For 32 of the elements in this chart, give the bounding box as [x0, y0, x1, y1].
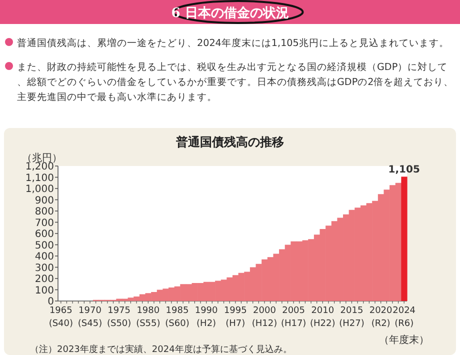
x-tick-label: 1965 (S40) — [48, 306, 73, 329]
text: また、財政の持続可能性を見る上では、税収を生み出す元となる国の経済規模（GDP）に対して、総額でどのぐらいの借金をしているかが重要です。日本の債務残高はGDPの2倍を超えており、主要先進国の中で最も高い水準にあります。 — [17, 61, 454, 103]
x-axis-title: （年度末） — [379, 334, 430, 346]
y-tick-label: 600 — [34, 229, 54, 240]
y-tick-label: 1,200 — [25, 162, 54, 172]
x-tick-label: 2015 (H27) — [339, 306, 364, 329]
y-tick-label: 800 — [34, 206, 54, 218]
y-tick-label: 1,000 — [25, 184, 54, 195]
text: 普通国債残高は、累増の一途をたどり、2024年度末には1,105兆円に上ると見込まれています。 — [17, 37, 449, 49]
y-tick-label: 1,100 — [25, 172, 54, 184]
x-tick-label: 2010 (H22) — [310, 306, 336, 329]
x-tick-label: 2005 (H17) — [280, 306, 306, 329]
y-tick-label: 500 — [34, 240, 54, 252]
y-tick-label: 100 — [34, 285, 54, 296]
x-tick-label: 1975 (S50) — [106, 306, 132, 329]
y-tick-label: 400 — [34, 252, 54, 262]
chart-subtitle: 普通国債残高の推移 — [175, 135, 284, 149]
x-tick-label: 2000 (H12) — [252, 306, 278, 329]
x-tick-label: 1995 (H7) — [224, 306, 247, 329]
text: （注）2023年度までは実績、2024年度は予算に基づく見込み。 — [30, 344, 292, 355]
x-tick-label: 1980 (S55) — [136, 306, 160, 329]
x-tick-label: 1990 (H2) — [194, 306, 218, 329]
y-tick-label: 0 — [48, 296, 54, 308]
y-tick-label: 700 — [34, 218, 54, 229]
x-tick-label: 2024 (R6) — [392, 306, 416, 329]
y-tick-label: 300 — [34, 262, 54, 274]
y-tick-label: 900 — [34, 195, 54, 206]
x-tick-label: 1970 (S45) — [78, 306, 102, 329]
y-tick-label: 200 — [34, 274, 54, 285]
data-label: 1,105 — [388, 164, 420, 176]
x-tick-label: 2020 (R2) — [369, 306, 393, 329]
x-tick-label: 1985 (S60) — [165, 306, 190, 329]
